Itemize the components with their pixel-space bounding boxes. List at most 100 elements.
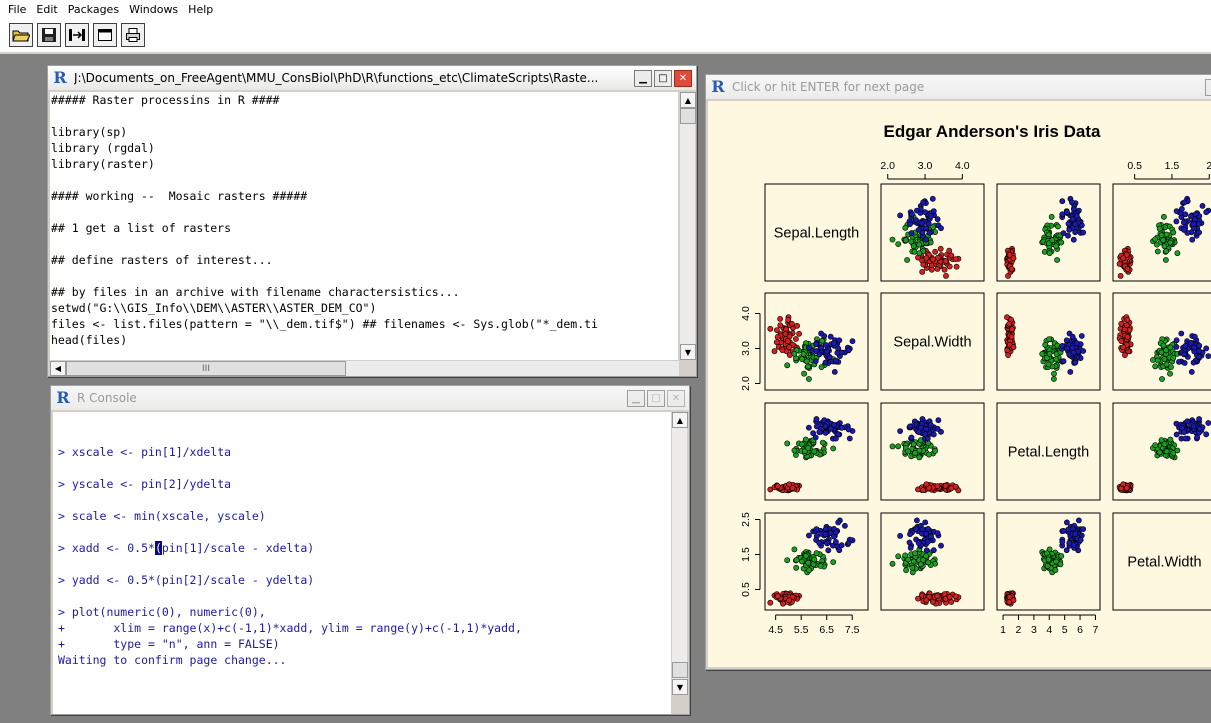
scroll-down-button[interactable]: ▼ bbox=[672, 679, 688, 695]
point-versicolor bbox=[811, 448, 818, 455]
load-workspace-button[interactable] bbox=[65, 23, 89, 47]
point-versicolor bbox=[805, 559, 812, 566]
point-virginica bbox=[907, 544, 914, 551]
code-line: ##### Raster processins in R #### bbox=[51, 93, 280, 107]
point-versicolor bbox=[793, 557, 800, 563]
point-virginica bbox=[897, 212, 903, 219]
maximize-button[interactable]: □ bbox=[654, 69, 672, 87]
point-versicolor bbox=[902, 224, 909, 231]
save-button[interactable] bbox=[37, 23, 61, 47]
point-setosa bbox=[1123, 484, 1130, 491]
code-line: library (rgdal) bbox=[51, 141, 155, 155]
console-vertical-scrollbar[interactable]: ▲ ▼ bbox=[671, 412, 688, 695]
point-virginica bbox=[1173, 431, 1180, 438]
point-virginica bbox=[1182, 435, 1189, 442]
console-line: + type = "n", ann = FALSE) bbox=[58, 637, 280, 651]
minimize-button[interactable]: ▁ bbox=[634, 69, 652, 87]
scroll-thumb[interactable] bbox=[680, 108, 696, 124]
graphics-canvas[interactable]: Edgar Anderson's Iris Data Sepal.Length Se… bbox=[708, 101, 1211, 667]
point-versicolor bbox=[1048, 213, 1055, 220]
point-virginica bbox=[919, 526, 926, 532]
menu-file[interactable]: File bbox=[8, 2, 27, 16]
point-virginica bbox=[822, 531, 829, 538]
point-virginica bbox=[1176, 358, 1182, 365]
point-setosa bbox=[771, 348, 778, 355]
point-virginica bbox=[1194, 434, 1200, 441]
point-versicolor bbox=[805, 445, 812, 451]
script-editor-titlebar[interactable]: R J:\Documents_on_FreeAgent\MMU_ConsBiol… bbox=[48, 66, 696, 90]
point-versicolor bbox=[902, 552, 909, 559]
axis-tick-label: 5.5 bbox=[794, 624, 809, 636]
point-versicolor bbox=[1053, 356, 1059, 362]
point-virginica bbox=[907, 531, 913, 538]
point-versicolor bbox=[1161, 356, 1168, 362]
scroll-down-button[interactable]: ▼ bbox=[680, 344, 696, 360]
point-versicolor bbox=[811, 556, 818, 563]
point-virginica bbox=[1173, 337, 1180, 344]
script-vertical-scrollbar[interactable]: ▲ ▼ bbox=[679, 92, 696, 360]
point-setosa bbox=[946, 593, 953, 600]
point-virginica bbox=[1182, 342, 1189, 349]
point-virginica bbox=[925, 525, 931, 532]
point-virginica bbox=[1066, 226, 1073, 233]
scroll-up-button[interactable]: ▲ bbox=[680, 92, 696, 108]
point-versicolor bbox=[1043, 550, 1050, 557]
close-icon: ✕ bbox=[671, 392, 681, 404]
point-setosa bbox=[1124, 333, 1131, 340]
script-horizontal-scrollbar[interactable]: ◀ III bbox=[50, 360, 679, 376]
point-versicolor bbox=[910, 558, 917, 565]
scroll-thumb[interactable] bbox=[672, 662, 688, 678]
point-virginica bbox=[1173, 208, 1180, 214]
print-button[interactable] bbox=[121, 23, 145, 47]
minimize-button[interactable]: ▁ bbox=[627, 389, 645, 407]
r-console-text[interactable]: > xscale <- pin[1]/xdelta > yscale <- pin… bbox=[53, 412, 671, 714]
point-versicolor bbox=[1049, 237, 1056, 244]
point-versicolor bbox=[805, 363, 812, 370]
point-setosa bbox=[1117, 272, 1124, 279]
point-virginica bbox=[822, 359, 829, 366]
close-button[interactable]: ✕ bbox=[667, 389, 685, 407]
panel-frame bbox=[880, 183, 985, 282]
point-virginica bbox=[1080, 526, 1087, 532]
window-button[interactable] bbox=[93, 23, 117, 47]
point-virginica bbox=[1068, 199, 1075, 206]
point-virginica bbox=[1059, 198, 1066, 205]
point-setosa bbox=[952, 256, 959, 262]
axis-tick-label: 2 bbox=[1016, 624, 1022, 636]
point-versicolor bbox=[802, 436, 809, 443]
point-setosa bbox=[794, 322, 800, 329]
menu-windows[interactable]: Windows bbox=[129, 2, 179, 16]
point-virginica bbox=[1195, 220, 1202, 227]
point-virginica bbox=[924, 435, 931, 442]
horizontal-scroll-thumb[interactable]: III bbox=[66, 361, 346, 376]
menu-edit[interactable]: Edit bbox=[36, 2, 58, 16]
point-virginica bbox=[1181, 351, 1187, 358]
point-setosa bbox=[767, 599, 774, 606]
point-virginica bbox=[927, 213, 934, 220]
point-virginica bbox=[1196, 342, 1203, 349]
axis-tick-label: 6 bbox=[1077, 624, 1083, 636]
point-versicolor bbox=[784, 362, 791, 369]
point-setosa bbox=[923, 481, 930, 488]
menu-help[interactable]: Help bbox=[188, 2, 214, 16]
point-setosa bbox=[774, 593, 781, 600]
scroll-up-button[interactable]: ▲ bbox=[672, 412, 688, 428]
point-versicolor bbox=[1161, 441, 1168, 448]
script-editor-text[interactable]: ##### Raster processins in R #### library… bbox=[50, 92, 678, 360]
graphics-titlebar[interactable]: R Click or hit ENTER for next page bbox=[706, 75, 1211, 99]
close-button[interactable]: ✕ bbox=[674, 69, 692, 87]
point-virginica bbox=[1178, 206, 1185, 212]
scroll-left-button[interactable]: ◀ bbox=[50, 361, 66, 376]
maximize-button[interactable]: □ bbox=[647, 389, 665, 407]
code-line bbox=[51, 236, 678, 252]
point-setosa bbox=[1010, 255, 1017, 262]
r-console-titlebar[interactable]: R R Console ▁ □ ✕ bbox=[51, 386, 689, 410]
menu-packages[interactable]: Packages bbox=[67, 2, 120, 16]
point-virginica bbox=[923, 225, 929, 232]
point-virginica bbox=[930, 547, 937, 554]
point-virginica bbox=[923, 530, 929, 537]
point-versicolor bbox=[1152, 236, 1159, 243]
console-line-text: pin[1]/scale - xdelta) bbox=[161, 541, 315, 555]
open-folder-button[interactable] bbox=[9, 23, 33, 47]
minimize-button[interactable] bbox=[1205, 78, 1211, 96]
